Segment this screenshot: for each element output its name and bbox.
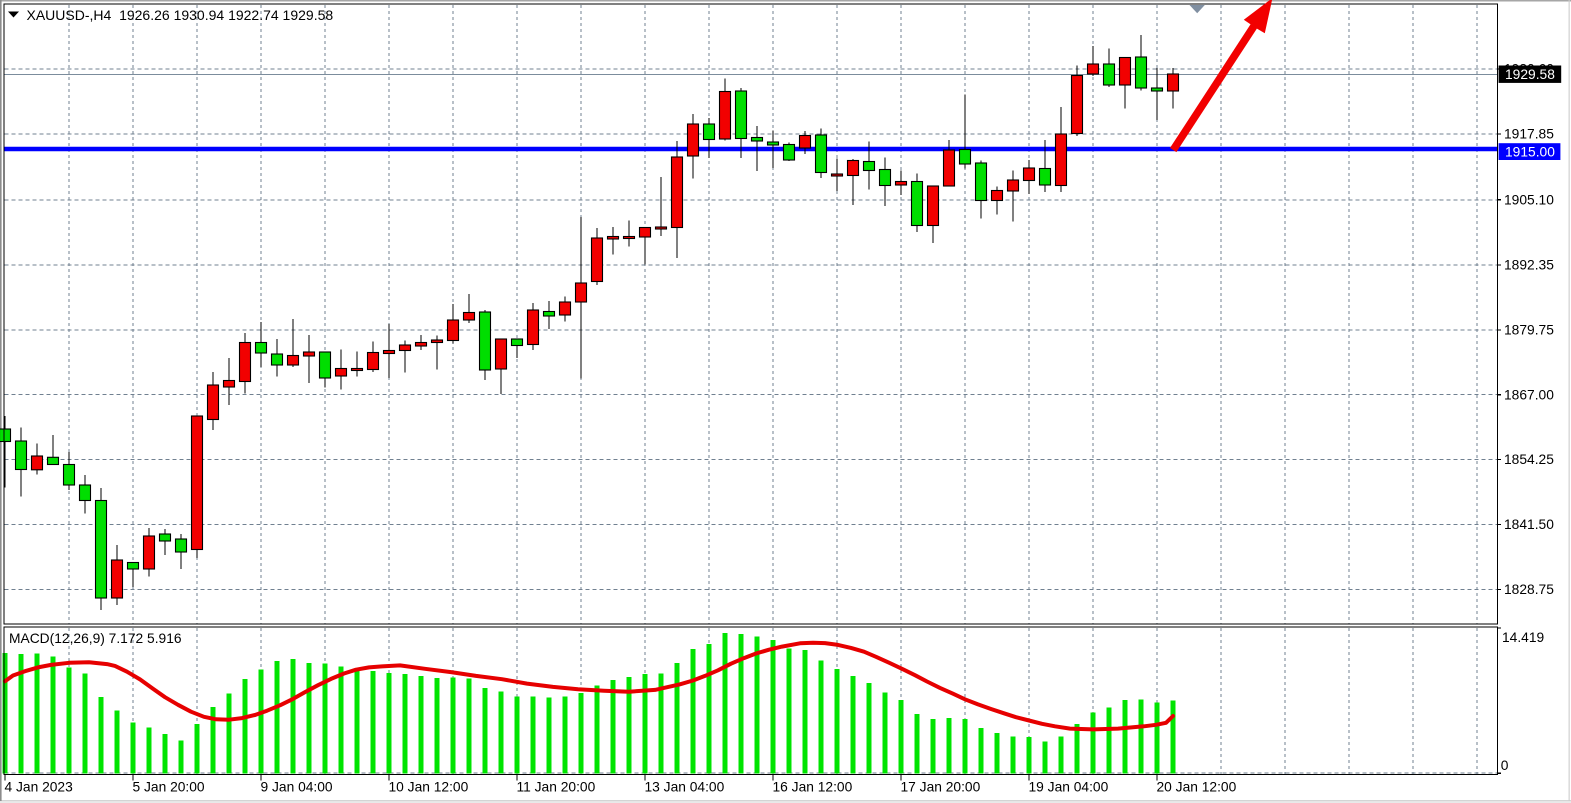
svg-text:0: 0 — [1501, 758, 1509, 773]
svg-text:5 Jan 20:00: 5 Jan 20:00 — [133, 780, 205, 795]
svg-text:19 Jan 04:00: 19 Jan 04:00 — [1029, 780, 1109, 795]
svg-text:1841.50: 1841.50 — [1504, 517, 1554, 532]
svg-text:MACD(12,26,9) 7.172 5.916: MACD(12,26,9) 7.172 5.916 — [9, 631, 182, 646]
svg-text:1828.75: 1828.75 — [1504, 582, 1554, 597]
svg-text:1905.10: 1905.10 — [1504, 193, 1554, 208]
svg-text:17 Jan 20:00: 17 Jan 20:00 — [901, 780, 981, 795]
svg-text:1917.85: 1917.85 — [1504, 127, 1554, 142]
svg-text:XAUUSD-,H4 1926.26 1930.94 19: XAUUSD-,H4 1926.26 1930.94 1922.74 1929.… — [27, 7, 334, 23]
svg-text:1915.00: 1915.00 — [1505, 145, 1555, 160]
svg-text:13 Jan 04:00: 13 Jan 04:00 — [645, 780, 725, 795]
svg-text:1929.58: 1929.58 — [1505, 67, 1555, 82]
svg-text:16 Jan 12:00: 16 Jan 12:00 — [773, 780, 853, 795]
svg-text:9 Jan 04:00: 9 Jan 04:00 — [261, 780, 333, 795]
svg-text:1854.25: 1854.25 — [1504, 452, 1554, 467]
svg-text:11 Jan 20:00: 11 Jan 20:00 — [517, 780, 596, 795]
svg-text:1879.75: 1879.75 — [1504, 323, 1554, 338]
svg-text:4 Jan 2023: 4 Jan 2023 — [5, 780, 74, 795]
svg-text:1892.35: 1892.35 — [1504, 258, 1554, 273]
svg-text:20 Jan 12:00: 20 Jan 12:00 — [1157, 780, 1237, 795]
svg-text:14.419: 14.419 — [1502, 630, 1545, 645]
svg-text:1867.00: 1867.00 — [1504, 387, 1554, 402]
svg-text:10 Jan 12:00: 10 Jan 12:00 — [389, 780, 469, 795]
